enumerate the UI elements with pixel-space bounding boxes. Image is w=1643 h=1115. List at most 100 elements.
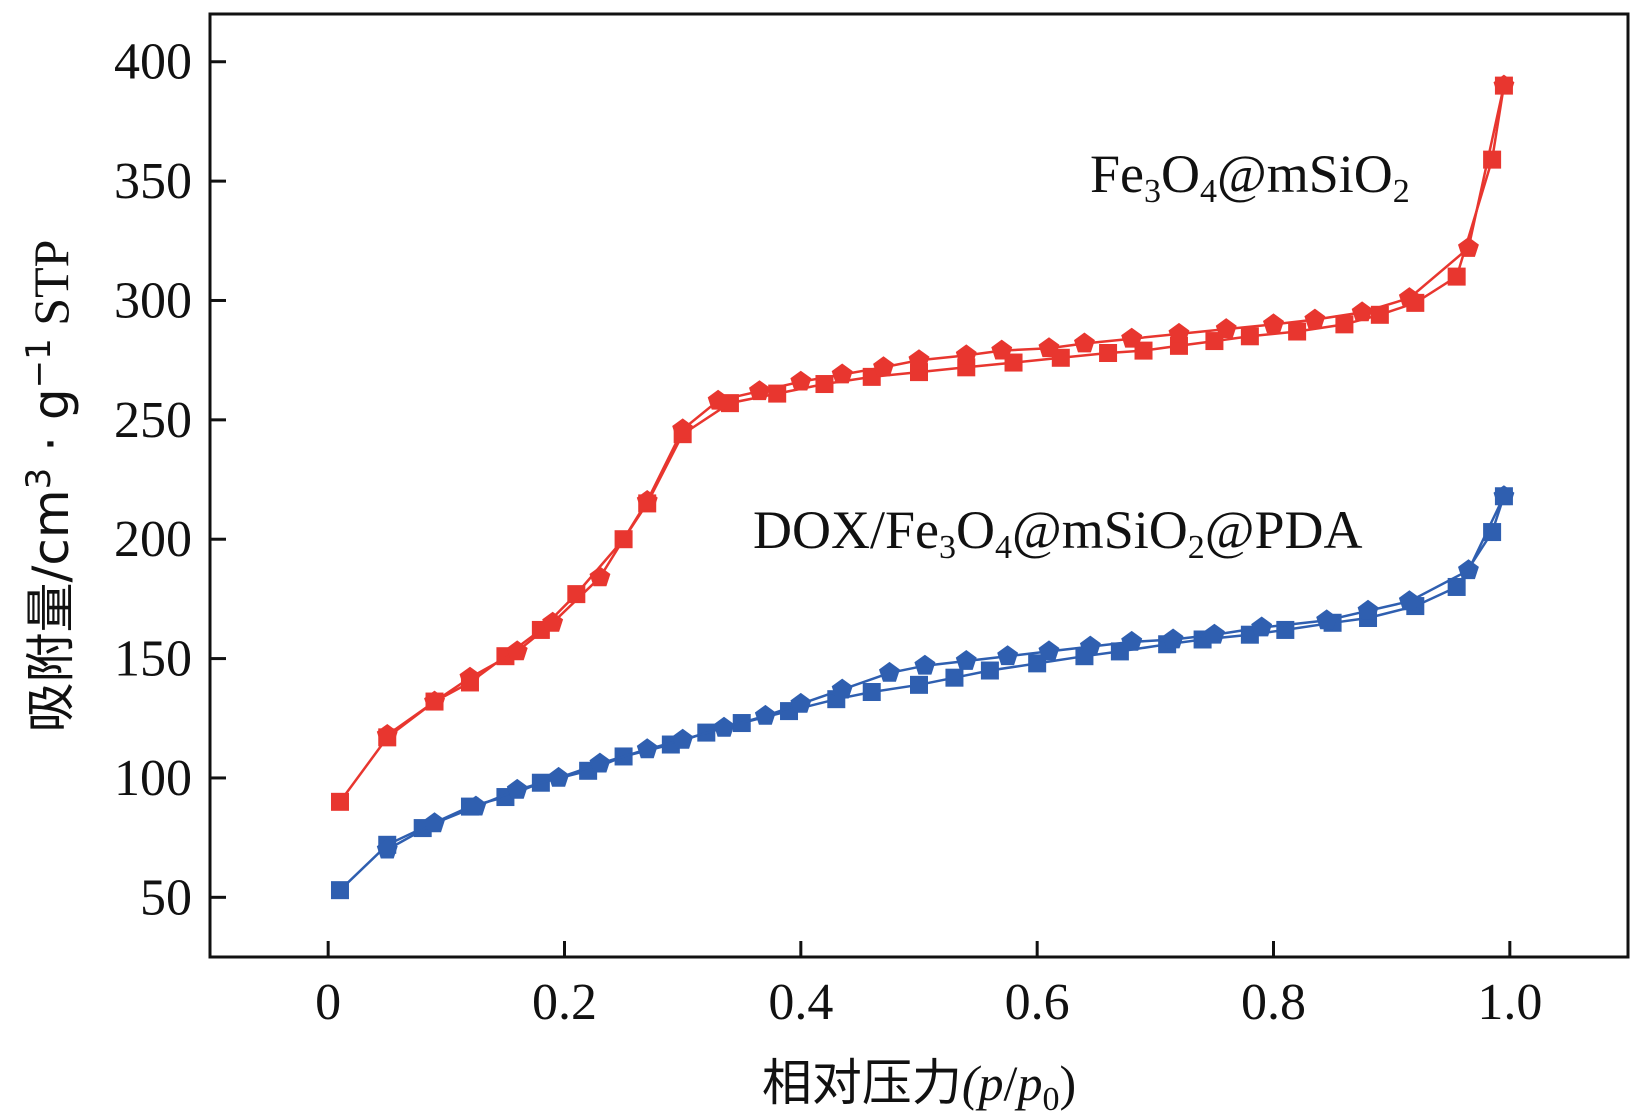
data-point	[330, 792, 349, 811]
data-point	[1493, 74, 1515, 95]
series-3	[376, 485, 1515, 859]
x-axis-paren-open: (	[962, 1055, 982, 1111]
label-sub: 4	[1200, 173, 1217, 210]
y-tick-label: 100	[114, 750, 192, 807]
label-sub: 2	[1188, 529, 1205, 566]
data-point	[1370, 305, 1389, 324]
data-point	[1121, 327, 1143, 348]
data-point	[1357, 599, 1379, 620]
data-point	[1447, 577, 1466, 596]
label-sub: 3	[1144, 173, 1161, 210]
data-point	[1458, 559, 1479, 580]
x-axis-title: 相对压力(p/p0)	[762, 1054, 1076, 1115]
label-sub: 4	[995, 529, 1012, 566]
data-point	[862, 683, 881, 702]
x-tick-label: 0.6	[1005, 974, 1070, 1031]
data-point	[1038, 640, 1060, 661]
y-tick-label: 150	[114, 631, 192, 688]
data-point	[672, 418, 694, 439]
y-axis-sup-minus1: −1	[19, 338, 59, 388]
data-point	[713, 716, 735, 737]
data-point	[910, 675, 928, 694]
y-axis-title: 吸附量/cm3 · g−1 STP	[19, 240, 80, 733]
series-1	[376, 74, 1515, 744]
data-point	[330, 881, 349, 900]
data-point	[749, 380, 770, 401]
x-axis-sub-0: 0	[1042, 1081, 1059, 1115]
data-point	[1240, 327, 1259, 346]
data-point	[1458, 237, 1479, 257]
data-point	[1251, 616, 1273, 637]
x-tick-label: 0.4	[768, 974, 833, 1031]
label-part: @mSiO	[1217, 144, 1393, 204]
label-part: O	[956, 500, 995, 560]
data-point	[1168, 322, 1190, 343]
data-point	[991, 339, 1013, 360]
data-point	[873, 356, 894, 377]
label-part: DOX/Fe	[753, 500, 939, 560]
y-tick-label: 350	[114, 153, 192, 210]
data-point	[1162, 628, 1184, 649]
data-point	[955, 344, 977, 365]
label-sub: 3	[939, 529, 956, 566]
data-point	[1398, 590, 1420, 611]
data-point	[548, 766, 570, 787]
data-point	[955, 650, 977, 670]
y-axis-title-main: 吸附量/cm	[22, 489, 80, 732]
data-point	[506, 778, 528, 799]
label-sub: 2	[1393, 173, 1410, 210]
y-tick-label: 200	[114, 511, 192, 568]
data-point	[636, 738, 658, 759]
series-label-fe3o4-msio2: Fe3O4@mSiO2	[1090, 144, 1410, 210]
y-axis-title-end: STP	[23, 240, 79, 339]
data-point	[1335, 315, 1354, 334]
data-point	[424, 690, 445, 711]
axis-ticks	[210, 60, 1512, 957]
plot-frame	[208, 12, 1630, 959]
data-point	[376, 838, 398, 859]
data-point	[831, 363, 853, 384]
tick-labels: 0 0.2 0.4 0.6 0.8 1.0 50 100 150 200 250 300 350 400	[114, 34, 1542, 1031]
data-point	[1263, 313, 1284, 334]
data-point	[1121, 630, 1143, 651]
data-point	[997, 645, 1019, 666]
y-tick-label: 300	[114, 272, 192, 329]
x-axis-var-p0: p	[1014, 1055, 1042, 1111]
data-point	[1134, 341, 1153, 360]
data-point	[459, 666, 481, 687]
data-point	[1028, 654, 1047, 673]
data-point	[914, 654, 936, 675]
data-point	[1351, 301, 1373, 322]
data-point	[879, 661, 900, 682]
label-part: Fe	[1090, 144, 1144, 204]
data-point	[790, 692, 812, 713]
data-point	[1304, 308, 1326, 329]
data-point	[589, 566, 611, 587]
data-point	[567, 585, 586, 604]
x-axis-paren-close: )	[1059, 1055, 1076, 1111]
y-tick-label: 400	[114, 34, 192, 91]
data-point	[945, 668, 964, 687]
data-point	[465, 795, 487, 816]
y-tick-label: 250	[114, 392, 192, 449]
data-point	[376, 724, 398, 744]
data-point	[1493, 485, 1515, 506]
data-point	[790, 370, 812, 391]
x-tick-label: 0.2	[532, 974, 597, 1031]
data-point	[589, 752, 611, 773]
y-axis-title-mid: · g	[22, 388, 80, 467]
x-axis-title-main: 相对压力	[762, 1054, 962, 1112]
data-point	[1288, 322, 1307, 341]
data-point	[908, 349, 930, 370]
data-point	[1004, 353, 1023, 372]
label-part: @PDA	[1205, 500, 1363, 560]
x-tick-label: 1.0	[1477, 974, 1542, 1031]
data-point	[754, 704, 776, 725]
data-point	[1079, 635, 1101, 656]
data-point	[1038, 337, 1060, 358]
data-point	[542, 611, 564, 632]
x-axis-slash: /	[1004, 1055, 1018, 1111]
data-point	[672, 728, 694, 749]
